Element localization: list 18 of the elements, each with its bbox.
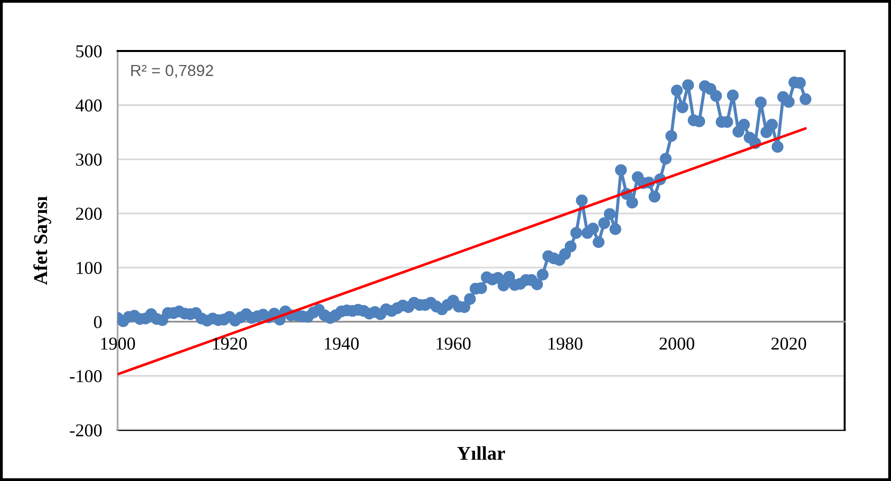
x-tick-label: 1960: [436, 338, 471, 350]
x-tick-label: 1900: [101, 338, 135, 350]
y-tick-label: 100: [76, 262, 102, 274]
annotation: R² = 0,7892: [131, 64, 214, 78]
y-axis-title: Afet Sayısı: [33, 196, 52, 285]
y-tick-label: 0: [94, 316, 102, 328]
x-axis-title: Yıllar: [457, 446, 506, 460]
y-tick-label: 500: [76, 45, 102, 58]
y-tick-label: 200: [76, 208, 102, 220]
x-tick-label: 1920: [213, 338, 247, 350]
x-tick-label: 2020: [771, 338, 806, 350]
y-tick-label: -100: [70, 370, 102, 382]
x-tick-label: 1940: [324, 338, 359, 350]
x-tick-label: 2000: [660, 338, 694, 350]
x-tick-label: 1980: [548, 338, 582, 350]
y-tick-label: 400: [76, 99, 102, 112]
y-tick-label: 300: [76, 154, 102, 166]
y-tick-label: -200: [70, 424, 102, 436]
